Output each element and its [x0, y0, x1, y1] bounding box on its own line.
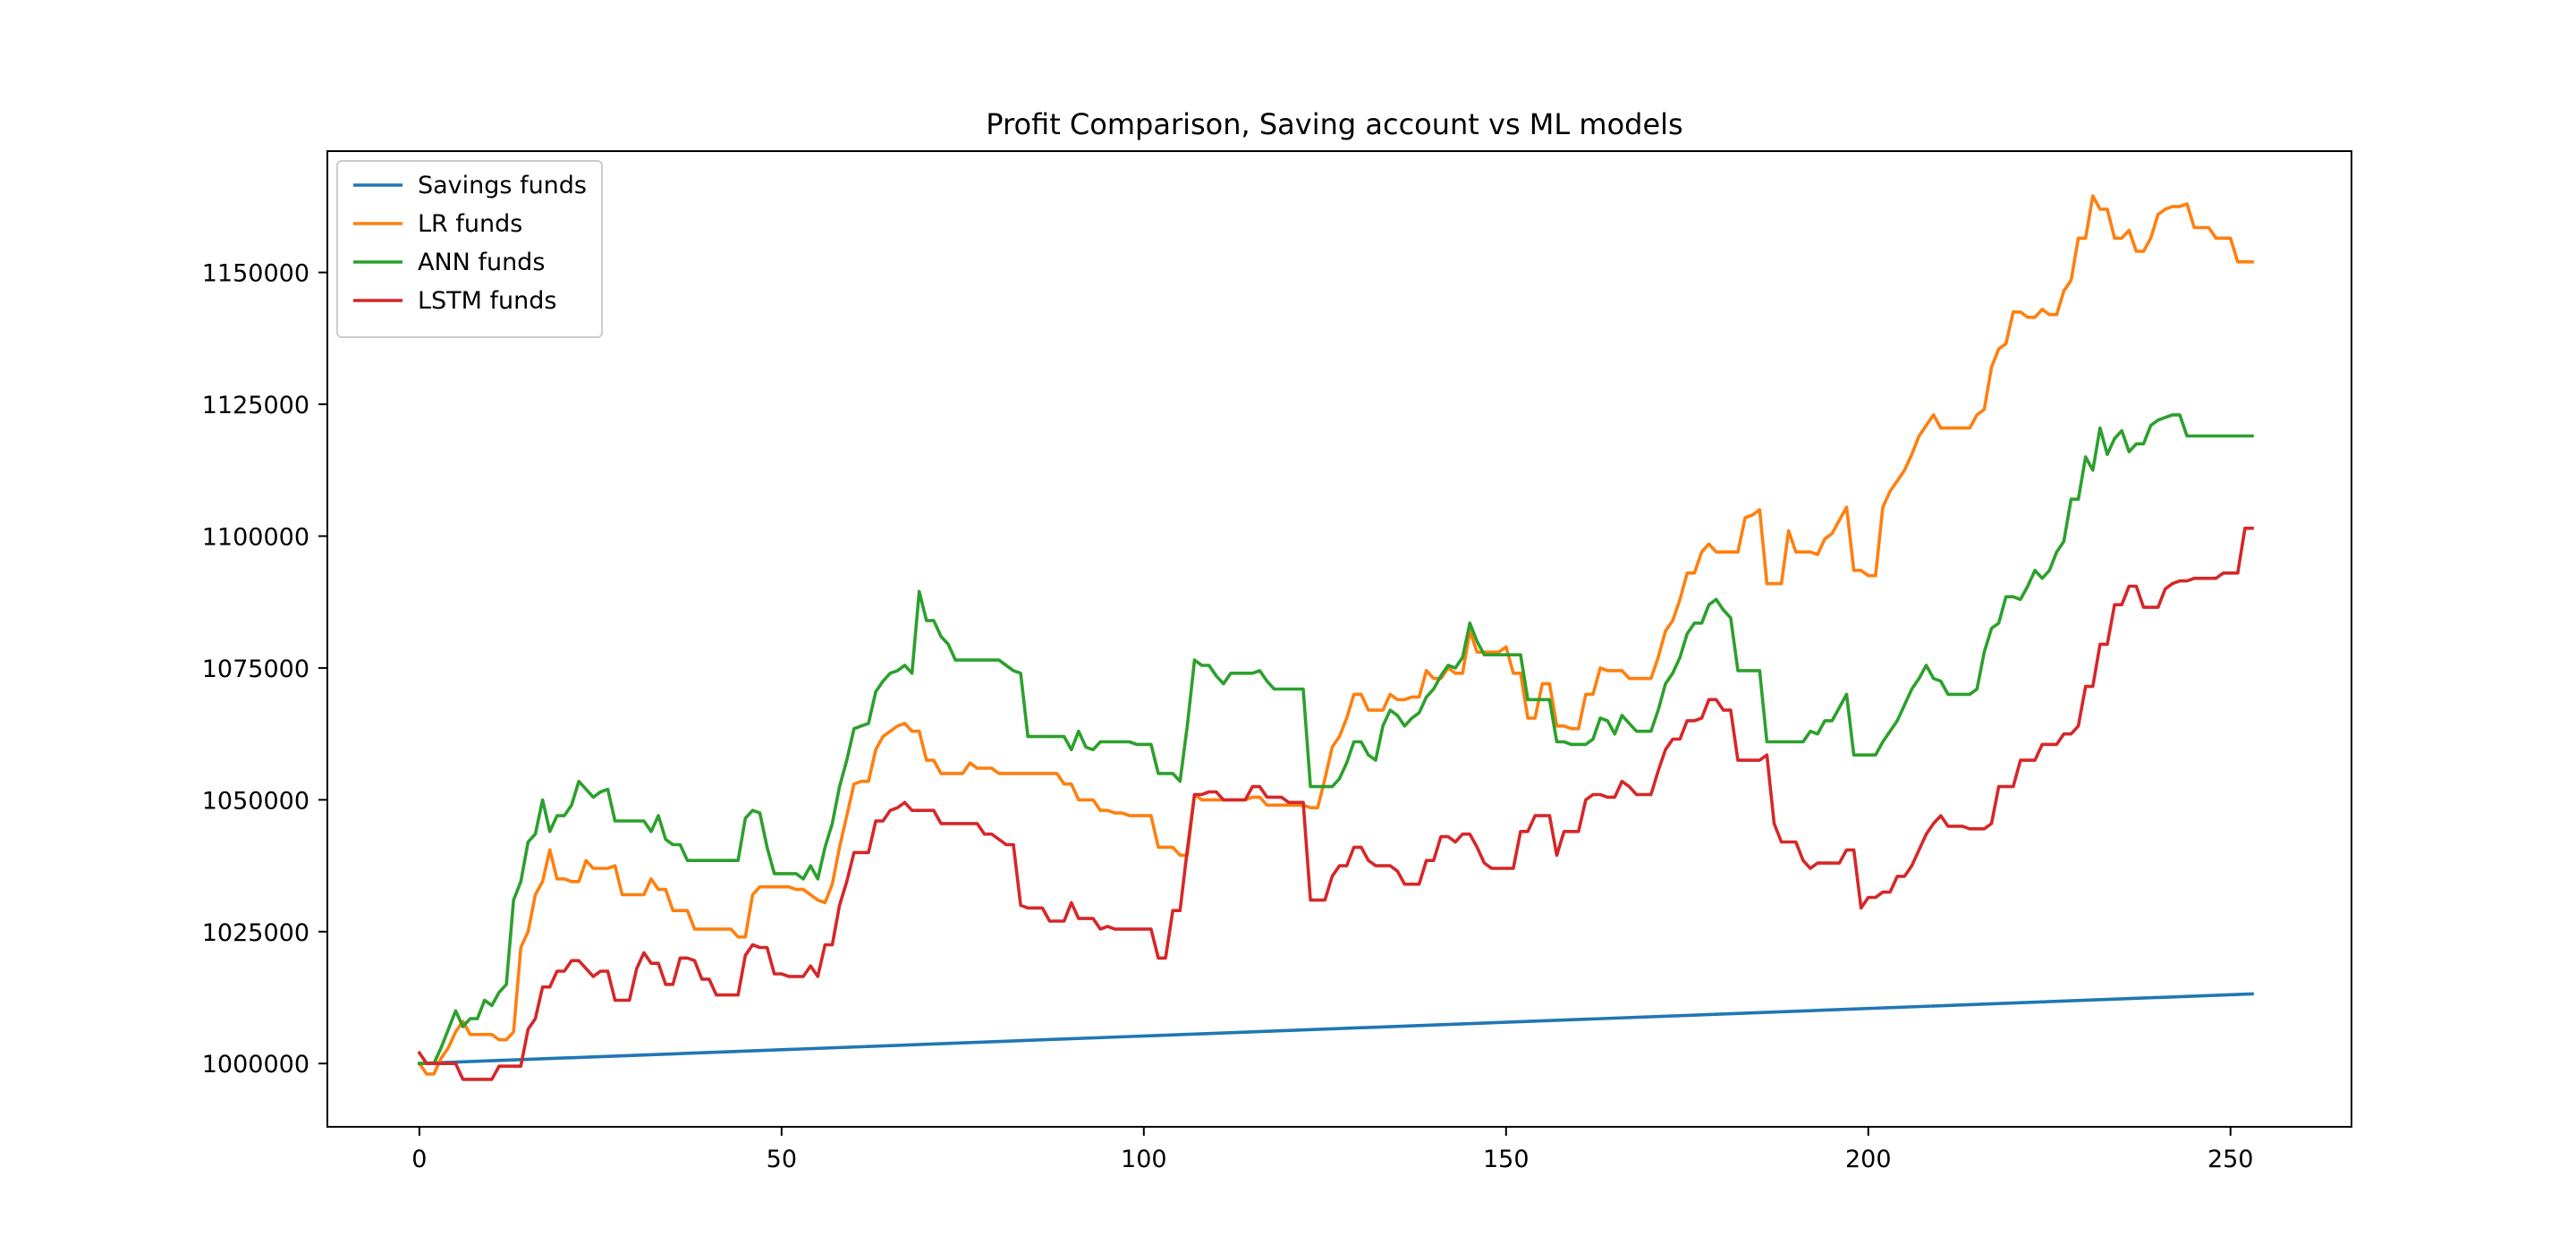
y-tick-label: 1125000	[202, 392, 309, 419]
series-line-0	[418, 992, 2254, 1066]
x-tick-label: 200	[1845, 1146, 1892, 1173]
legend-label-2: ANN funds	[418, 249, 545, 276]
x-tick-label: 150	[1483, 1146, 1530, 1173]
series-line-2	[418, 413, 2254, 1065]
x-tick-label: 100	[1121, 1146, 1167, 1173]
legend: Savings funds LR funds ANN funds LSTM funds	[336, 160, 603, 338]
y-tick-label: 1025000	[202, 919, 309, 947]
x-tick-label: 0	[411, 1146, 427, 1173]
x-axis: 0 50 100 150 200 250	[411, 1127, 2254, 1173]
legend-label-0: Savings funds	[418, 172, 587, 199]
y-tick-label: 1100000	[202, 524, 309, 552]
chart-title: Profit Comparison, Saving account vs ML …	[986, 107, 1682, 141]
y-tick-label: 1075000	[202, 656, 309, 683]
x-tick-label: 250	[2207, 1146, 2254, 1173]
legend-label-3: LSTM funds	[418, 287, 557, 315]
y-axis: 1000000 1025000 1050000 1075000 1100000 11250…	[202, 260, 327, 1079]
series-layer	[417, 194, 2254, 1081]
series-line-1	[417, 194, 2254, 1076]
y-tick-label: 1000000	[202, 1051, 309, 1079]
legend-box	[336, 160, 603, 338]
y-tick-label: 1050000	[202, 787, 309, 815]
x-tick-label: 50	[767, 1146, 797, 1173]
plot-frame	[326, 150, 2352, 1128]
y-tick-label: 1150000	[202, 260, 309, 288]
series-line-3	[417, 526, 2254, 1081]
legend-label-1: LR funds	[418, 210, 522, 238]
